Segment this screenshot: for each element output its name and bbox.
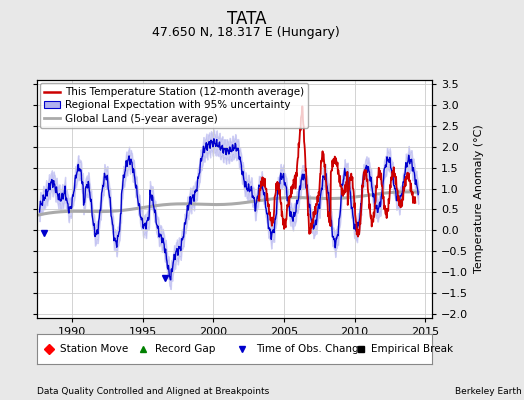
Legend: This Temperature Station (12-month average), Regional Expectation with 95% uncer: This Temperature Station (12-month avera… bbox=[40, 83, 308, 128]
Text: Record Gap: Record Gap bbox=[155, 344, 216, 354]
Text: Data Quality Controlled and Aligned at Breakpoints: Data Quality Controlled and Aligned at B… bbox=[37, 387, 269, 396]
Text: 47.650 N, 18.317 E (Hungary): 47.650 N, 18.317 E (Hungary) bbox=[152, 26, 340, 39]
Text: Time of Obs. Change: Time of Obs. Change bbox=[256, 344, 365, 354]
Y-axis label: Temperature Anomaly (°C): Temperature Anomaly (°C) bbox=[474, 125, 484, 273]
Text: Station Move: Station Move bbox=[60, 344, 129, 354]
Text: TATA: TATA bbox=[226, 10, 266, 28]
Text: Berkeley Earth: Berkeley Earth bbox=[455, 387, 521, 396]
Text: Empirical Break: Empirical Break bbox=[371, 344, 453, 354]
